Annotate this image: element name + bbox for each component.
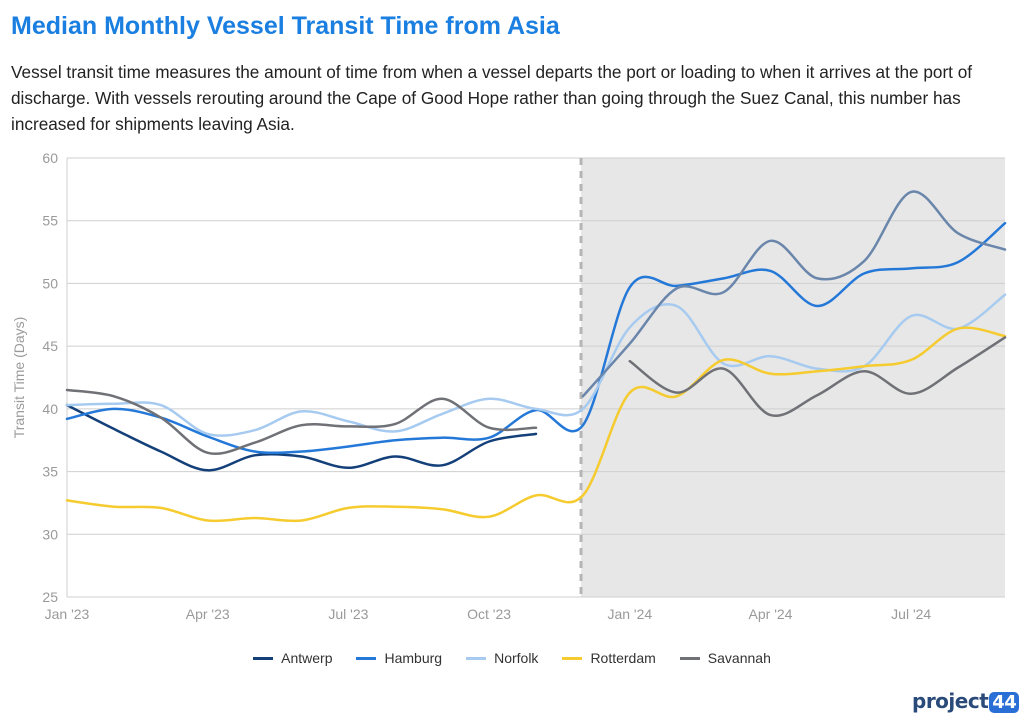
- y-tick-label: 60: [42, 150, 58, 166]
- x-tick-label: Jul '23: [328, 606, 368, 622]
- legend-label: Hamburg: [384, 650, 443, 666]
- series-line: [581, 190, 1007, 398]
- chart-title: Median Monthly Vessel Transit Time from …: [11, 12, 560, 40]
- legend-swatch: [562, 656, 583, 660]
- legend-label: Rotterdam: [590, 650, 656, 666]
- y-tick-label: 50: [42, 275, 58, 291]
- legend-swatch: [466, 656, 487, 660]
- legend-item-norfolk: Norfolk: [466, 650, 538, 666]
- series-line-norfolk: [65, 293, 1007, 437]
- y-tick-label: 35: [42, 464, 58, 480]
- legend-swatch: [679, 656, 700, 660]
- y-tick-label: 30: [42, 526, 58, 542]
- x-tick-label: Jan '24: [607, 606, 652, 622]
- chart-legend: Antwerp Hamburg Norfolk Rotterdam Savannah: [0, 650, 1024, 666]
- legend-item-hamburg: Hamburg: [356, 650, 442, 666]
- x-tick-label: Jan '23: [45, 606, 90, 622]
- logo-badge: 44: [989, 692, 1020, 713]
- legend-label: Norfolk: [494, 650, 539, 666]
- y-tick-label: 45: [42, 338, 58, 354]
- legend-swatch: [253, 656, 274, 660]
- y-tick-label: 40: [42, 401, 58, 417]
- legend-item-rotterdam: Rotterdam: [562, 650, 656, 666]
- chart-description: Vessel transit time measures the amount …: [11, 62, 973, 134]
- y-tick-label: 25: [42, 589, 58, 605]
- x-tick-label: Jul '24: [891, 606, 931, 622]
- y-axis-label: Transit Time (Days): [11, 317, 27, 439]
- legend-swatch: [356, 656, 377, 660]
- legend-item-antwerp: Antwerp: [253, 650, 332, 666]
- legend-label: Antwerp: [281, 650, 333, 666]
- x-tick-label: Apr '23: [186, 606, 230, 622]
- logo-text: project: [912, 689, 989, 713]
- y-tick-label: 55: [42, 213, 58, 229]
- project44-logo: project 44: [912, 689, 1020, 713]
- series-line-savannah: [65, 336, 1007, 455]
- series-line-antwerp: [65, 403, 538, 472]
- series-line-hamburg: [65, 221, 1007, 455]
- x-tick-label: Apr '24: [749, 606, 793, 622]
- shaded-region: [581, 158, 1005, 597]
- x-tick-label: Oct '23: [467, 606, 511, 622]
- legend-item-savannah: Savannah: [679, 650, 771, 666]
- legend-label: Savannah: [707, 650, 771, 666]
- series-line-rotterdam: [65, 326, 1007, 523]
